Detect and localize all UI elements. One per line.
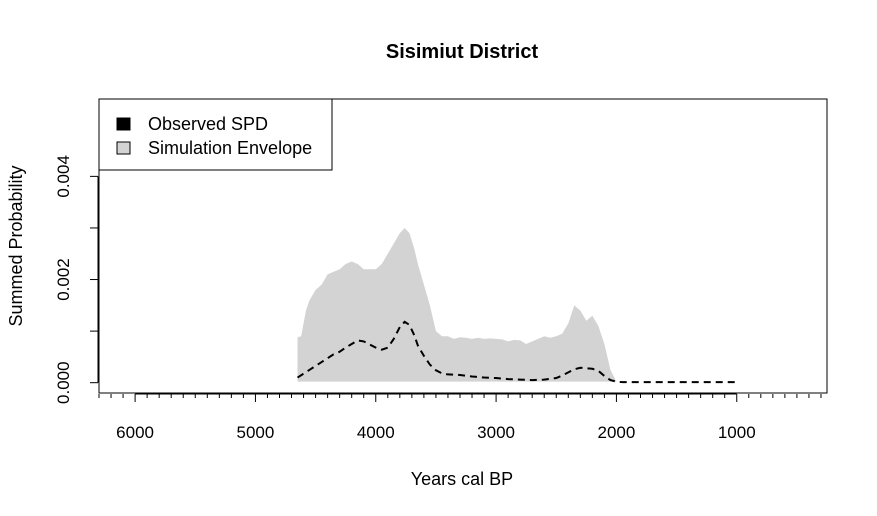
legend-box bbox=[98, 98, 333, 171]
y-tick-label: 0.004 bbox=[54, 155, 73, 198]
x-tick-label: 2000 bbox=[598, 423, 636, 442]
legend-label: Observed SPD bbox=[148, 114, 268, 134]
x-tick-label: 1000 bbox=[718, 423, 756, 442]
y-tick-label: 0.000 bbox=[54, 361, 73, 404]
plot-area bbox=[297, 227, 737, 384]
x-tick-label: 4000 bbox=[357, 423, 395, 442]
y-axis-label: Summed Probability bbox=[6, 165, 26, 326]
chart-title: Sisimiut District bbox=[386, 41, 539, 63]
legend: Observed SPD Simulation Envelope bbox=[98, 98, 333, 171]
x-axis-label: Years cal BP bbox=[411, 469, 513, 489]
y-tick-label: 0.002 bbox=[54, 258, 73, 301]
x-tick-label: 5000 bbox=[237, 423, 275, 442]
plot-frame bbox=[98, 98, 828, 394]
legend-label: Simulation Envelope bbox=[148, 138, 312, 158]
x-axis: 6000 5000 4000 3000 2000 1000 bbox=[98, 393, 822, 442]
x-tick-label: 3000 bbox=[477, 423, 515, 442]
simulation-envelope bbox=[297, 227, 617, 382]
series-line-observed-spd bbox=[297, 320, 737, 384]
x-tick-label: 6000 bbox=[116, 423, 154, 442]
y-axis: 0.000 0.002 0.004 bbox=[54, 155, 99, 404]
legend-swatch bbox=[116, 141, 131, 155]
legend-swatch bbox=[116, 117, 131, 131]
